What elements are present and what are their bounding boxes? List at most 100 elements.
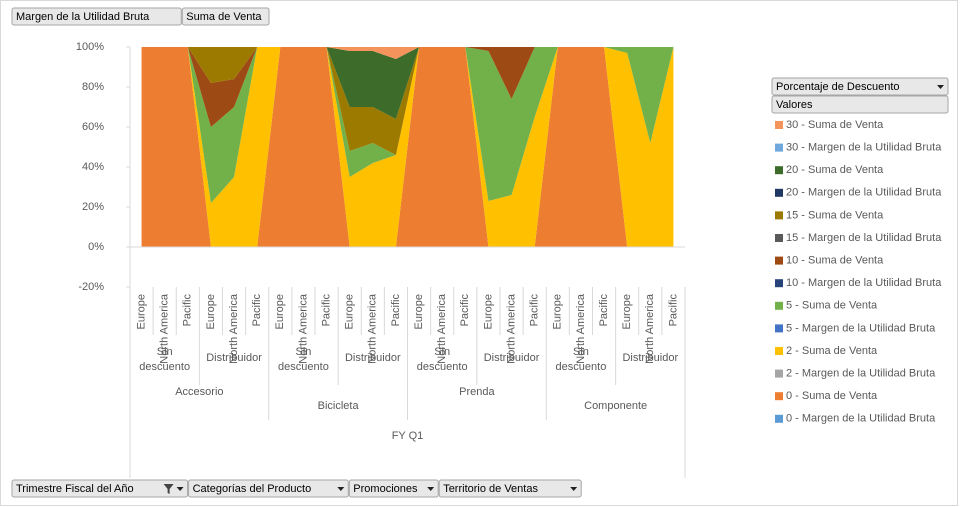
legend-swatch xyxy=(775,324,783,333)
button-label: Territorio de Ventas xyxy=(443,483,538,495)
y-tick-label: 80% xyxy=(82,81,104,93)
x-tick-label: North America xyxy=(505,293,517,364)
dropdown-arrow xyxy=(337,487,345,491)
group-label: Prenda xyxy=(459,386,495,398)
legend-label: 30 - Margen de la Utilidad Bruta xyxy=(786,142,942,154)
button-bg xyxy=(188,479,349,498)
button-bg xyxy=(11,479,189,498)
subgroup-label: Distribuidor xyxy=(206,352,262,364)
legend-label: 0 - Margen de la Utilidad Bruta xyxy=(786,413,936,425)
x-tick-label: Europe xyxy=(413,294,425,329)
field-button[interactable]: Promociones xyxy=(348,479,439,498)
x-tick-label: Pacific xyxy=(390,294,402,327)
x-tick-label: Pacific xyxy=(251,294,263,327)
subgroup-label-line: Sin xyxy=(573,346,589,358)
y-tick-label: -20% xyxy=(78,281,104,293)
subgroup-label-line: Sin xyxy=(434,346,450,358)
y-tick-label: 60% xyxy=(82,121,104,133)
legend-label: 2 - Suma de Venta xyxy=(786,345,878,357)
field-button[interactable]: Suma de Venta xyxy=(181,7,270,26)
legend-swatch xyxy=(775,121,783,129)
legend-swatch xyxy=(775,188,783,197)
legend-swatch xyxy=(775,166,783,175)
group-label: Bicicleta xyxy=(318,400,360,412)
legend-title: Porcentaje de Descuento xyxy=(776,81,900,93)
x-tick-label: North America xyxy=(575,293,587,364)
y-tick-label: 40% xyxy=(82,161,104,173)
x-tick-label: Pacific xyxy=(459,294,471,327)
field-button[interactable]: Territorio de Ventas xyxy=(438,479,582,498)
dropdown-arrow xyxy=(427,487,435,491)
legend-label: 2 - Margen de la Utilidad Bruta xyxy=(786,368,936,380)
legend-swatch xyxy=(775,256,783,265)
subgroup-label-line: Sin xyxy=(157,346,173,358)
legend-swatch xyxy=(775,211,783,220)
button-bg xyxy=(438,479,582,498)
filter-icon xyxy=(163,484,174,494)
button-label: Margen de la Utilidad Bruta xyxy=(16,11,150,23)
subgroup-label-line: descuento xyxy=(139,361,190,373)
area xyxy=(141,47,674,119)
x-tick-label: North America xyxy=(159,293,171,364)
x-tick-label: North America xyxy=(436,293,448,364)
legend-label: 10 - Margen de la Utilidad Bruta xyxy=(786,277,942,289)
x-tick-label: Europe xyxy=(274,294,286,329)
legend-swatch xyxy=(775,414,783,423)
legend-swatch xyxy=(775,234,783,242)
button-label: Suma de Venta xyxy=(186,11,262,23)
y-tick-label: 100% xyxy=(76,41,104,53)
dropdown-arrow xyxy=(570,487,578,491)
group-label: Componente xyxy=(584,400,647,412)
subgroup-label: Sin descuento xyxy=(417,346,468,373)
x-tick-label: Pacific xyxy=(667,294,679,327)
subgroup-label-line: descuento xyxy=(278,361,329,373)
button-label: Trimestre Fiscal del Año xyxy=(16,483,134,495)
legend-field-button[interactable]: Porcentaje de Descuento xyxy=(771,77,949,96)
legend-label: 0 - Suma de Venta xyxy=(786,390,878,402)
y-tick-label: 20% xyxy=(82,201,104,213)
legend-label: 5 - Suma de Venta xyxy=(786,300,878,312)
legend-label: 30 - Suma de Venta xyxy=(786,119,884,131)
legend-swatch xyxy=(775,347,783,355)
legend-label: 20 - Suma de Venta xyxy=(786,164,884,176)
legend-label: 5 - Margen de la Utilidad Bruta xyxy=(786,322,936,334)
button-bg xyxy=(771,77,949,96)
x-tick-label: Pacific xyxy=(598,294,610,327)
subgroup-label: Sin descuento xyxy=(139,346,190,373)
x-tick-label: Pacific xyxy=(320,294,332,327)
x-tick-label: Europe xyxy=(482,294,494,329)
top-category-label: FY Q1 xyxy=(392,430,424,442)
x-tick-label: North America xyxy=(367,293,379,364)
x-tick-label: Europe xyxy=(344,294,356,329)
area xyxy=(141,47,674,247)
legend-swatch xyxy=(775,143,783,152)
area xyxy=(141,47,674,59)
y-tick-label: 0% xyxy=(88,241,104,253)
x-tick-label: Europe xyxy=(135,294,147,329)
subgroup-label: Distribuidor xyxy=(622,352,678,364)
area xyxy=(141,47,674,155)
legend-swatch xyxy=(775,301,783,310)
button-bg xyxy=(181,7,270,26)
subgroup-label-line: descuento xyxy=(556,361,607,373)
legend-subtitle: Valores xyxy=(776,99,813,111)
field-button[interactable]: Trimestre Fiscal del Año xyxy=(11,479,189,498)
x-tick-label: Pacific xyxy=(529,294,541,327)
dropdown-arrow xyxy=(937,85,944,89)
x-tick-label: Europe xyxy=(205,294,217,329)
field-button[interactable]: Margen de la Utilidad Bruta xyxy=(11,7,182,26)
legend-values-button[interactable]: Valores xyxy=(771,95,949,114)
button-label: Promociones xyxy=(353,483,418,495)
field-button[interactable]: Categorías del Producto xyxy=(188,479,349,498)
legend-swatch xyxy=(775,279,783,288)
x-tick-label: North America xyxy=(228,293,240,364)
legend-swatch xyxy=(775,369,783,378)
subgroup-label-line: Sin xyxy=(295,346,311,358)
subgroup-label: Distribuidor xyxy=(345,352,401,364)
subgroup-label: Distribuidor xyxy=(484,352,540,364)
legend-label: 15 - Margen de la Utilidad Bruta xyxy=(786,232,942,244)
x-tick-label: Europe xyxy=(621,294,633,329)
x-tick-label: Pacific xyxy=(182,294,194,327)
legend-swatch xyxy=(775,392,783,401)
